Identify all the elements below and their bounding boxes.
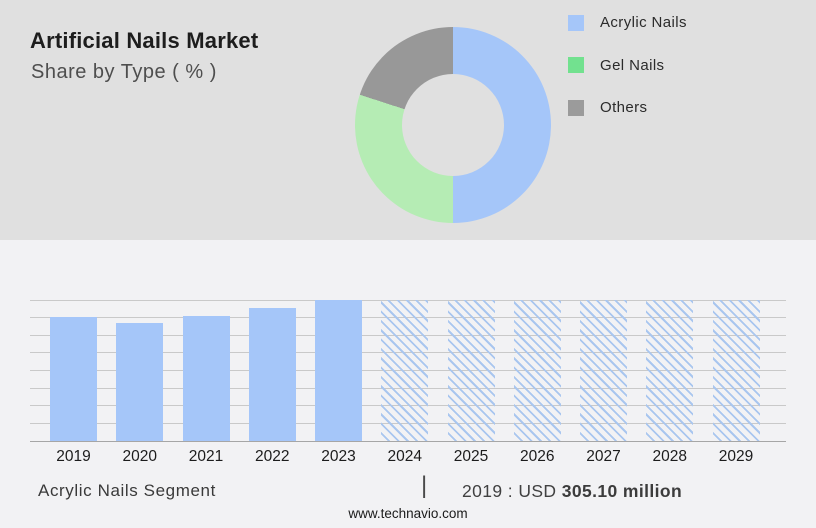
value-callout: 2019 : USD 305.10 million: [462, 481, 682, 502]
bar-2024-forecast: [381, 300, 429, 441]
x-tick-label: 2024: [387, 448, 422, 465]
legend-label: Gel Nails: [600, 56, 665, 74]
x-tick-label: 2019: [56, 448, 91, 465]
page-title: Artificial Nails Market: [30, 28, 259, 53]
legend-item-acrylic-nails: Acrylic Nails: [568, 14, 687, 31]
x-tick-label: 2021: [188, 448, 224, 465]
legend-label: Others: [600, 99, 648, 116]
donut-legend: Acrylic Nails Gel Nails Others: [568, 14, 687, 142]
legend-label: Acrylic Nails: [600, 14, 687, 31]
x-tick-label: 2027: [586, 448, 621, 465]
bar-chart: 2019 2020 2021 2022 2023 2024 2025 2026 2027 2028…: [30, 299, 786, 465]
bar-2025-forecast: [447, 300, 495, 441]
donut-hole: [402, 74, 504, 176]
x-tick-label: 2028: [652, 448, 687, 465]
x-tick-label: 2023: [321, 448, 356, 465]
x-axis-line: [30, 440, 786, 442]
bar-2023: [315, 300, 362, 441]
value-prefix: 2019 : USD: [462, 481, 557, 501]
footer-divider: |: [421, 472, 428, 499]
x-tick-label: 2025: [453, 448, 489, 465]
bar-2019: [50, 316, 97, 441]
page-subtitle: Share by Type ( % ): [31, 61, 217, 83]
share-by-type-panel: Artificial Nails Market Share by Type ( …: [0, 0, 816, 240]
x-tick-label: 2020: [122, 448, 157, 465]
bar-2027-forecast: [580, 300, 627, 441]
bar-2028-forecast: [646, 300, 694, 441]
website-url: www.technavio.com: [348, 506, 468, 521]
legend-swatch-icon: [568, 99, 584, 116]
legend-swatch-icon: [568, 57, 584, 73]
bar-2029-forecast: [712, 300, 760, 441]
x-tick-label: 2022: [255, 448, 290, 465]
forecast-panel: 2019 2020 2021 2022 2023 2024 2025 2026 2027 2028…: [0, 240, 816, 528]
legend-swatch-icon: [568, 14, 584, 31]
legend-item-gel-nails: Gel Nails: [568, 57, 687, 74]
legend-item-others: Others: [568, 99, 687, 116]
donut-chart: [355, 27, 551, 223]
bar-2022: [248, 308, 296, 441]
bar-2020: [116, 322, 164, 441]
segment-label: Acrylic Nails Segment: [38, 481, 216, 500]
value-amount: 305.10 million: [561, 481, 683, 501]
bar-2026-forecast: [513, 300, 561, 441]
x-tick-label: 2026: [520, 448, 555, 465]
bar-2021: [182, 315, 230, 441]
x-tick-label: 2029: [718, 448, 754, 465]
